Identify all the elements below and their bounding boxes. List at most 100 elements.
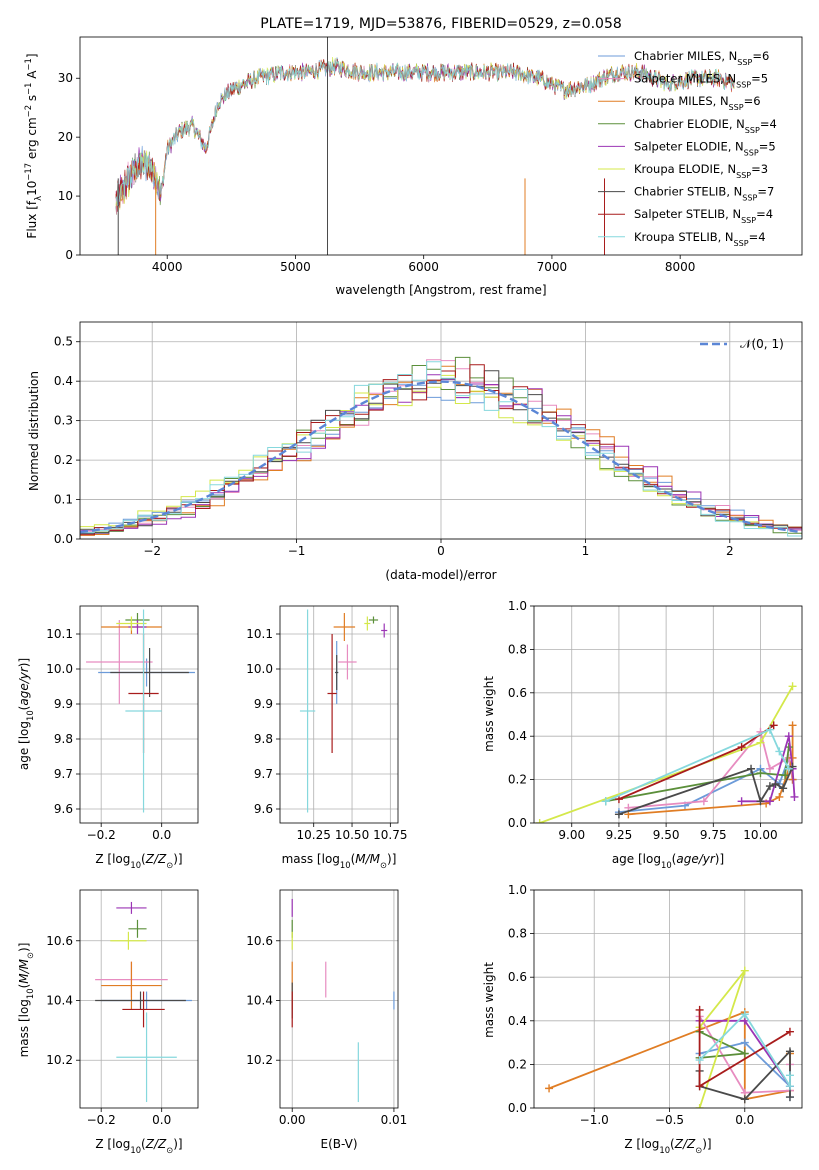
x-tick-label: −0.2 (87, 828, 116, 842)
x-tick-label: 2 (726, 544, 734, 558)
y-tick-label: 9.8 (254, 732, 273, 746)
text-part: mass [log (17, 999, 31, 1057)
mass-weight-marker (737, 797, 746, 806)
mass-weight-marker (756, 769, 765, 778)
mass-weight-marker (545, 1084, 554, 1093)
y-tick-label: 10.4 (246, 993, 273, 1007)
text-part: =5 (759, 139, 776, 153)
mass-vs-Z-axes: −0.2 0.010.210.410.6Z [log10(Z/Z⊙)]mass [… (17, 889, 199, 1155)
text-part: ( (141, 852, 146, 866)
legend-label: Chabrier STELIB, NSSP=7 (634, 185, 774, 203)
mass-weight-marker (740, 1095, 749, 1104)
spectrum-xlabel: wavelength [Angstrom, rest frame] (335, 283, 546, 297)
text-part: age/yr (676, 852, 715, 866)
mass-vs-Z-xlabel: Z [log10(Z/Z⊙)] (95, 1137, 182, 1155)
age-vs-Z-ylabel: age [log10(age/yr)] (17, 658, 35, 770)
x-tick-label: 6000 (408, 260, 439, 274)
plot-area (299, 609, 388, 813)
text-part: Flux [f (25, 200, 39, 238)
y-tick-label: 0.4 (508, 1014, 527, 1028)
mass-weight-marker (765, 764, 774, 773)
axes-frame (79, 605, 199, 824)
text-part: Chabrier STELIB, N (634, 185, 742, 199)
x-tick-label: 9.75 (700, 828, 727, 842)
age-vs-Z-axes: −0.2 0.09.69.79.89.910.010.1Z [log10(Z/Z⊙… (17, 605, 199, 870)
text-part: Z/Z (145, 1137, 167, 1151)
text-part: Chabrier MILES, N (634, 49, 737, 63)
mass-weight-marker (695, 1082, 704, 1091)
mass-weight-line (605, 746, 790, 803)
y-tick-label: 9.8 (54, 732, 73, 746)
text-part: erg cm (25, 117, 39, 163)
legend-label: Kroupa STELIB, NSSP=4 (634, 230, 766, 248)
axes-frame (533, 605, 803, 824)
y-tick-label: 0.4 (508, 729, 527, 743)
mass-weight-marker (784, 764, 793, 773)
mass-weight-line (698, 1012, 791, 1090)
x-tick-label: 5000 (280, 260, 311, 274)
mass-weight-vs-Z-ylabel: mass weight (482, 962, 496, 1038)
x-tick-label: 0 (437, 544, 445, 558)
y-tick-label: 0.2 (508, 773, 527, 787)
age-vs-Z-xlabel: Z [log10(Z/Z⊙)] (95, 852, 182, 870)
mass-weight-marker (785, 1093, 794, 1102)
text-part: )] (715, 852, 724, 866)
mass-weight-marker (695, 1104, 704, 1108)
mass-weight-marker (785, 1027, 794, 1036)
text-part: age/yr (17, 666, 31, 705)
text-part: SSP (734, 238, 749, 247)
mass-weight-marker (601, 797, 610, 806)
text-part: SSP (737, 58, 752, 67)
spectrum-line (115, 59, 735, 206)
x-tick-label: 10.25 (297, 828, 331, 842)
text-part: ( (670, 1137, 675, 1151)
text-part: )] (173, 852, 182, 866)
y-tick-label: 0.2 (54, 453, 73, 467)
y-tick-label: 9.7 (54, 767, 73, 781)
mass-weight-marker (695, 1005, 704, 1014)
text-part: )] (702, 1137, 711, 1151)
age-vs-mass-axes: 10.25 10.50 10.75 9.6 9.7 9.8 9.9 10.0 10.1 mass … (246, 605, 408, 870)
text-part: )] (17, 943, 31, 952)
text-part: 10 (25, 988, 35, 999)
y-tick-label: 10.4 (46, 993, 73, 1007)
mass-weight-marker (775, 747, 784, 756)
text-part: Z [log (95, 852, 130, 866)
x-tick-label: 9.25 (606, 828, 633, 842)
mass-weight-marker (775, 792, 784, 801)
mass-vs-ebv-xlabel: E(B-V) (320, 1137, 357, 1151)
text-part: Kroupa STELIB, N (634, 230, 734, 244)
text-part: Salpeter ELODIE, N (634, 139, 744, 153)
x-tick-label: 9.50 (653, 828, 680, 842)
mass-weight-marker (781, 771, 790, 780)
x-tick-label: 0.00 (279, 1113, 306, 1127)
text-part: SSP (741, 216, 756, 225)
y-tick-label: 0.8 (508, 642, 527, 656)
x-tick-label: 1 (582, 544, 590, 558)
legend-label: Salpeter ELODIE, NSSP=5 (634, 139, 776, 157)
y-tick-label: 10.0 (246, 662, 273, 676)
x-tick-label: 7000 (537, 260, 568, 274)
text-part: =5 (751, 72, 768, 86)
text-part: =4 (760, 117, 777, 131)
text-part: ( (672, 852, 677, 866)
y-tick-label: 10.2 (46, 1053, 73, 1067)
y-tick-label: 0.6 (508, 686, 527, 700)
histogram-ylabel: Normed distribution (27, 371, 41, 491)
x-tick-label: 10.75 (373, 828, 407, 842)
x-tick-label: 0.0 (152, 828, 171, 842)
y-tick-label: 10.6 (246, 934, 273, 948)
text-part: 10 (130, 1145, 141, 1155)
y-tick-label: 9.7 (254, 767, 273, 781)
text-part: Salpeter MILES, N (634, 72, 736, 86)
mass-weight-marker (765, 782, 774, 791)
text-part: Z [log (624, 1137, 659, 1151)
mass-weight-vs-age-axes: 9.00 9.25 9.50 9.75 10.00 0.0 0.2 0.4 0.6 0.8 1.0 a… (482, 599, 803, 870)
y-tick-label: 10.1 (46, 627, 73, 641)
text-part: Z/Z (145, 852, 167, 866)
text-part: ⊙ (166, 860, 173, 870)
mass-weight-marker (740, 966, 749, 975)
text-part: Kroupa ELODIE, N (634, 162, 736, 176)
text-part: −1 (23, 58, 33, 70)
axes-frame (533, 889, 803, 1109)
